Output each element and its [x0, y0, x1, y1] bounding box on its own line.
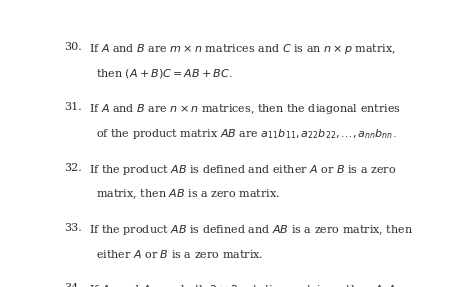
Text: 32.: 32.	[64, 163, 82, 173]
Text: matrix, then $AB$ is a zero matrix.: matrix, then $AB$ is a zero matrix.	[96, 187, 279, 201]
Text: If the product $AB$ is defined and either $A$ or $B$ is a zero: If the product $AB$ is defined and eithe…	[89, 163, 395, 177]
Text: 34.: 34.	[64, 283, 82, 287]
Text: either $A$ or $B$ is a zero matrix.: either $A$ or $B$ is a zero matrix.	[96, 248, 263, 259]
Text: 33.: 33.	[64, 223, 82, 233]
Text: If $A$ and $B$ are $m \times n$ matrices and $C$ is an $n \times p$ matrix,: If $A$ and $B$ are $m \times n$ matrices…	[89, 42, 395, 56]
Text: If $A_{\alpha}$ and $A_{\beta}$ are both $2 \times 2$ rotation matrices, then $A: If $A_{\alpha}$ and $A_{\beta}$ are both…	[89, 283, 401, 287]
Text: 30.: 30.	[64, 42, 82, 52]
Text: 31.: 31.	[64, 102, 82, 113]
Text: If $A$ and $B$ are $n \times n$ matrices, then the diagonal entries: If $A$ and $B$ are $n \times n$ matrices…	[89, 102, 400, 117]
Text: then $(A + B)C = AB + BC.$: then $(A + B)C = AB + BC.$	[96, 67, 232, 80]
Text: of the product matrix $AB$ are $a_{11}b_{11}, a_{22}b_{22}, \ldots, a_{nn}b_{nn}: of the product matrix $AB$ are $a_{11}b_…	[96, 127, 396, 141]
Text: If the product $AB$ is defined and $AB$ is a zero matrix, then: If the product $AB$ is defined and $AB$ …	[89, 223, 412, 237]
